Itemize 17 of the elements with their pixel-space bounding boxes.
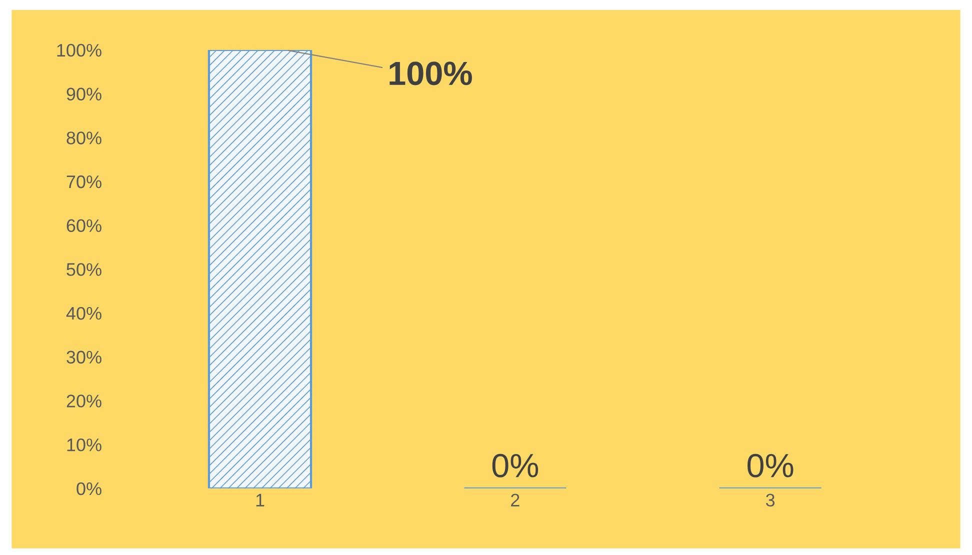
x-tick-label: 2	[511, 494, 520, 506]
y-tick-label: 20%	[66, 394, 102, 408]
data-label: 0%	[492, 454, 538, 478]
y-tick-label: 0%	[76, 482, 102, 496]
y-tick-label: 30%	[66, 350, 102, 364]
y-tick-label: 60%	[66, 219, 102, 232]
y-tick-label: 80%	[66, 132, 102, 144]
x-tick-label: 1	[256, 494, 264, 506]
y-tick-label: 40%	[66, 306, 102, 320]
y-tick-label: 50%	[66, 263, 102, 276]
data-label: 100%	[390, 62, 472, 86]
data-label: 0%	[748, 454, 794, 478]
y-tick-label: 10%	[67, 438, 102, 452]
x-tick-label: 3	[766, 494, 775, 507]
y-tick-label: 90%	[66, 88, 102, 101]
y-tick-label: 70%	[66, 175, 102, 188]
y-tick-label: 100%	[57, 44, 102, 57]
